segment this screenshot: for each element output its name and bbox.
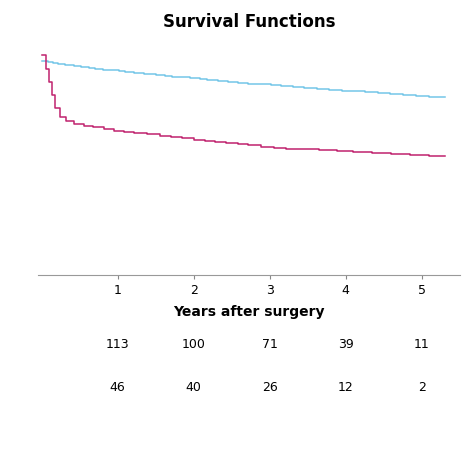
Text: 26: 26 (262, 381, 278, 394)
Text: 40: 40 (186, 381, 201, 394)
Text: 12: 12 (338, 381, 354, 394)
Text: 11: 11 (414, 338, 429, 351)
Text: 46: 46 (110, 381, 126, 394)
Title: Survival Functions: Survival Functions (163, 13, 335, 31)
Text: 113: 113 (106, 338, 129, 351)
Text: 2: 2 (418, 381, 426, 394)
Text: 39: 39 (338, 338, 354, 351)
X-axis label: Years after surgery: Years after surgery (173, 305, 325, 319)
Text: 71: 71 (262, 338, 278, 351)
Text: 100: 100 (182, 338, 206, 351)
